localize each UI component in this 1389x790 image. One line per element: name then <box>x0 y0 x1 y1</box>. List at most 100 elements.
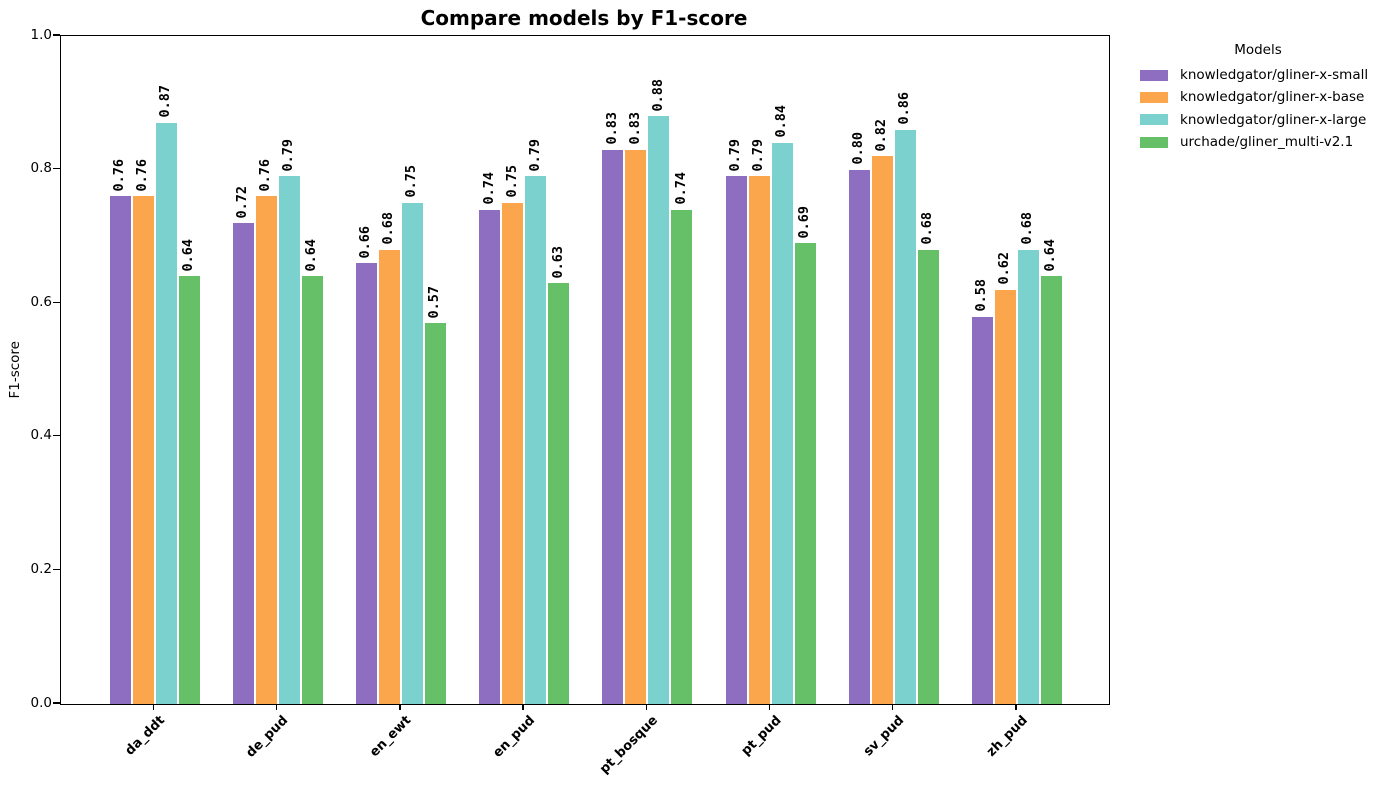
bar-en_ewt-series1 <box>378 249 400 704</box>
legend-swatch <box>1140 136 1168 148</box>
legend-entry: knowledgator/gliner-x-base <box>1140 86 1376 108</box>
x-tick-label: pt_bosque <box>597 713 661 777</box>
legend-entry-label: knowledgator/gliner-x-large <box>1180 111 1367 128</box>
x-tick-label: zh_pud <box>983 713 1031 760</box>
legend-swatch <box>1140 69 1168 81</box>
bar-da_ddt-series3 <box>178 276 200 704</box>
x-tick-label: de_pud <box>243 713 292 761</box>
bar-value-label: 0.80 <box>850 132 867 165</box>
bar-zh_pud-series2 <box>1017 249 1039 704</box>
bar-value-label: 0.76 <box>134 158 150 192</box>
bar-pt_bosque-series0 <box>602 149 624 704</box>
legend-entry: knowledgator/gliner-x-large <box>1140 109 1376 131</box>
x-tick-mark <box>522 704 524 711</box>
legend-title: Models <box>1234 42 1282 58</box>
bar-en_pud-series2 <box>525 176 547 704</box>
x-tick-mark <box>892 704 894 711</box>
y-tick-label: 0.8 <box>30 160 52 177</box>
y-tick-mark <box>53 435 60 437</box>
bar-value-label: 0.63 <box>549 245 566 279</box>
bar-pt_pud-series0 <box>725 176 747 704</box>
bar-value-label: 0.87 <box>157 85 173 118</box>
bar-value-label: 0.64 <box>1042 238 1059 272</box>
legend-entry-label: knowledgator/gliner-x-base <box>1180 89 1365 106</box>
bar-pt_bosque-series1 <box>625 149 647 704</box>
legend: Models knowledgator/gliner-x-small knowle… <box>1140 42 1376 153</box>
bar-value-label: 0.72 <box>234 185 251 219</box>
bar-en_ewt-series2 <box>401 203 423 704</box>
bar-en_ewt-series0 <box>355 263 377 704</box>
bar-en_pud-series1 <box>502 203 524 704</box>
plot-area: 0.76 0.76 0.87 0.64 0.72 0.76 0.79 0.64 0.66 0.68… <box>60 35 1110 705</box>
y-tick-label: 0.6 <box>30 293 52 310</box>
bar-sv_pud-series2 <box>894 129 916 704</box>
legend-entries: knowledgator/gliner-x-small knowledgator/… <box>1140 64 1376 153</box>
x-tick-mark <box>399 704 401 711</box>
x-tick-label: en_ewt <box>367 713 415 761</box>
bar-value-label: 0.74 <box>480 172 497 205</box>
bar-zh_pud-series3 <box>1040 276 1062 704</box>
bar-de_pud-series2 <box>278 176 300 704</box>
bar-sv_pud-series1 <box>871 156 893 704</box>
bar-de_pud-series3 <box>301 276 323 704</box>
bar-value-label: 0.76 <box>111 158 127 192</box>
bar-value-label: 0.64 <box>303 238 320 272</box>
x-tick-label: en_pud <box>490 713 538 761</box>
bar-sv_pud-series3 <box>917 249 939 704</box>
bar-value-label: 0.79 <box>750 138 766 172</box>
y-tick-mark <box>53 301 60 303</box>
bar-value-label: 0.75 <box>503 165 520 198</box>
y-tick-label: 0.4 <box>30 427 52 444</box>
bar-value-label: 0.79 <box>727 138 743 172</box>
bar-de_pud-series0 <box>232 223 254 704</box>
legend-entry: urchade/gliner_multi-v2.1 <box>1140 131 1376 153</box>
x-tick-label: da_ddt <box>122 713 169 759</box>
bar-value-label: 0.86 <box>896 92 913 125</box>
bar-value-label: 0.66 <box>357 225 374 259</box>
bar-pt_pud-series2 <box>771 142 793 704</box>
bar-value-label: 0.68 <box>919 212 936 245</box>
bar-value-label: 0.69 <box>796 205 812 239</box>
bar-value-label: 0.74 <box>672 172 689 205</box>
chart-title: Compare models by F1-score <box>420 6 748 30</box>
y-axis-label: F1-score <box>7 341 23 399</box>
bar-zh_pud-series1 <box>994 289 1016 704</box>
bar-da_ddt-series1 <box>132 196 154 704</box>
x-tick-mark <box>152 704 155 711</box>
bar-value-label: 0.83 <box>603 112 620 145</box>
bar-value-label: 0.57 <box>426 285 443 319</box>
x-tick-label: pt_pud <box>738 713 785 759</box>
bar-da_ddt-series2 <box>155 122 177 704</box>
bar-sv_pud-series0 <box>848 169 870 704</box>
bar-value-label: 0.84 <box>773 105 789 138</box>
x-tick-mark <box>276 704 278 711</box>
bar-value-label: 0.79 <box>526 138 543 172</box>
bar-value-label: 0.82 <box>873 118 890 152</box>
bar-value-label: 0.83 <box>626 112 643 145</box>
y-tick-label: 0.0 <box>30 694 52 711</box>
y-tick-mark <box>53 702 60 704</box>
bar-value-label: 0.58 <box>973 279 990 312</box>
legend-entry-label: knowledgator/gliner-x-small <box>1180 67 1369 84</box>
bar-en_pud-series3 <box>548 283 570 704</box>
bar-value-label: 0.76 <box>257 158 274 192</box>
bar-en_ewt-series3 <box>424 323 446 704</box>
x-tick-mark <box>768 704 771 711</box>
bar-pt_pud-series1 <box>748 176 770 704</box>
legend-entry: knowledgator/gliner-x-small <box>1140 64 1376 86</box>
x-tick-label: sv_pud <box>860 713 908 760</box>
bar-value-label: 0.68 <box>1019 212 1036 245</box>
x-tick-mark <box>1015 704 1017 711</box>
bar-value-label: 0.88 <box>649 78 666 112</box>
bar-pt_pud-series3 <box>794 243 816 704</box>
legend-entry-label: urchade/gliner_multi-v2.1 <box>1180 134 1354 151</box>
legend-swatch <box>1140 91 1168 103</box>
bar-value-label: 0.64 <box>180 238 196 272</box>
y-tick-mark <box>53 34 60 36</box>
bar-de_pud-series1 <box>255 196 277 704</box>
bar-zh_pud-series0 <box>971 316 993 704</box>
bar-en_pud-series0 <box>479 209 501 704</box>
bar-pt_bosque-series2 <box>648 116 670 704</box>
y-tick-mark <box>53 568 60 571</box>
